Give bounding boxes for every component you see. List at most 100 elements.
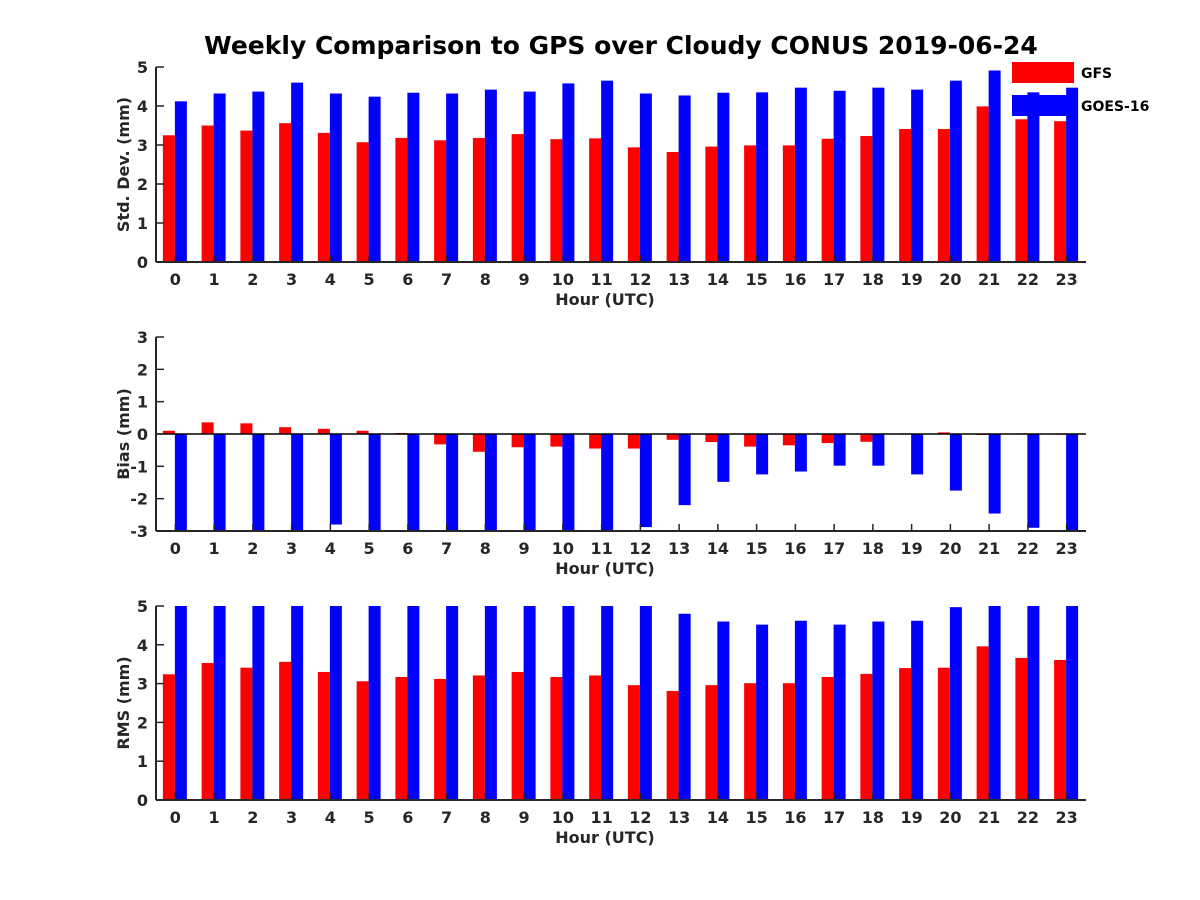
chart-title: Weekly Comparison to GPS over Cloudy CON… <box>204 31 1038 60</box>
bar-gfs-20 <box>937 667 950 800</box>
y-tick-label: 1 <box>137 214 148 233</box>
bar-gfs-18 <box>860 673 873 800</box>
bar-gfs-8 <box>472 434 485 452</box>
bar-goes-16-1 <box>213 434 226 531</box>
x-tick-label: 23 <box>1055 808 1077 827</box>
bar-gfs-6 <box>395 137 408 262</box>
bar-gfs-19 <box>899 129 912 262</box>
bar-goes-16-0 <box>174 606 187 800</box>
bar-gfs-9 <box>511 134 524 262</box>
x-tick-label: 0 <box>170 270 181 289</box>
bar-gfs-9 <box>511 671 524 800</box>
x-tick-label: 2 <box>247 270 258 289</box>
x-tick-label: 5 <box>364 270 375 289</box>
bar-gfs-11 <box>589 434 602 449</box>
bar-gfs-23 <box>1054 659 1067 800</box>
bar-gfs-16 <box>782 434 795 446</box>
legend-swatch-gfs <box>1012 62 1074 83</box>
bar-gfs-0 <box>162 674 175 800</box>
x-tick-label: 15 <box>745 270 767 289</box>
bar-goes-16-20 <box>949 80 962 263</box>
legend: GFS GOES-16 <box>1012 62 1149 116</box>
bar-goes-16-4 <box>329 606 342 800</box>
y-tick-label: 0 <box>137 791 148 810</box>
y-tick-label: 4 <box>137 636 148 655</box>
bar-goes-16-7 <box>446 606 459 800</box>
bar-gfs-13 <box>666 690 679 800</box>
bar-goes-16-19 <box>911 89 924 263</box>
x-tick-label: 4 <box>325 539 336 558</box>
x-tick-label: 21 <box>978 539 1000 558</box>
bar-gfs-4 <box>317 671 330 800</box>
y-tick-label: 1 <box>137 393 148 412</box>
bar-gfs-1 <box>201 422 214 434</box>
y-tick-label: 5 <box>137 597 148 616</box>
y-tick-label: -1 <box>130 457 148 476</box>
x-tick-label: 12 <box>629 270 651 289</box>
bar-gfs-12 <box>627 685 640 800</box>
bar-goes-16-0 <box>174 101 187 262</box>
bar-goes-16-11 <box>601 606 614 800</box>
x-tick-label: 21 <box>978 808 1000 827</box>
x-tick-label: 4 <box>325 808 336 827</box>
bar-goes-16-23 <box>1066 87 1079 262</box>
x-tick-label: 8 <box>480 808 491 827</box>
x-tick-label: 11 <box>590 539 612 558</box>
bar-gfs-13 <box>666 434 679 440</box>
x-tick-label: 4 <box>325 270 336 289</box>
x-tick-label: 17 <box>823 270 845 289</box>
bar-gfs-3 <box>279 123 292 262</box>
x-tick-label: 12 <box>629 539 651 558</box>
bar-gfs-11 <box>589 675 602 800</box>
x-tick-label: 1 <box>209 539 220 558</box>
bar-gfs-14 <box>705 685 718 800</box>
bar-gfs-10 <box>550 677 563 800</box>
x-axis-label: Hour (UTC) <box>555 290 655 309</box>
bar-gfs-20 <box>937 432 950 434</box>
bar-gfs-0 <box>162 135 175 262</box>
x-tick-label: 3 <box>286 808 297 827</box>
bar-gfs-9 <box>511 434 524 448</box>
bar-goes-16-10 <box>562 434 575 531</box>
bar-goes-16-13 <box>678 95 691 262</box>
x-tick-label: 2 <box>247 539 258 558</box>
x-tick-label: 20 <box>939 539 961 558</box>
x-tick-label: 11 <box>590 270 612 289</box>
bar-gfs-12 <box>627 147 640 262</box>
bar-gfs-0 <box>162 430 175 434</box>
x-tick-label: 1 <box>209 808 220 827</box>
bar-gfs-5 <box>356 681 369 800</box>
bar-goes-16-5 <box>368 434 381 531</box>
bar-goes-16-22 <box>1027 606 1040 800</box>
bar-goes-16-4 <box>329 93 342 263</box>
bar-goes-16-21 <box>988 70 1001 262</box>
bar-goes-16-21 <box>988 606 1001 800</box>
y-tick-label: 0 <box>137 425 148 444</box>
x-tick-label: 18 <box>862 539 884 558</box>
bar-gfs-15 <box>744 145 757 262</box>
bar-goes-16-9 <box>523 606 536 800</box>
x-tick-label: 6 <box>402 270 413 289</box>
x-tick-label: 16 <box>784 270 806 289</box>
bar-goes-16-15 <box>756 624 769 800</box>
y-tick-label: 3 <box>137 328 148 347</box>
bar-goes-16-2 <box>252 91 265 262</box>
x-tick-label: 10 <box>552 270 574 289</box>
x-tick-label: 7 <box>441 808 452 827</box>
bar-goes-16-10 <box>562 83 575 262</box>
x-tick-label: 23 <box>1055 539 1077 558</box>
x-tick-label: 22 <box>1017 539 1039 558</box>
bar-goes-16-13 <box>678 434 691 506</box>
y-tick-label: 2 <box>137 713 148 732</box>
y-tick-label: -2 <box>130 490 148 509</box>
x-tick-label: 0 <box>170 808 181 827</box>
x-tick-label: 13 <box>668 539 690 558</box>
x-tick-label: 17 <box>823 808 845 827</box>
y-tick-label: -3 <box>130 522 148 541</box>
x-tick-label: 20 <box>939 808 961 827</box>
bar-gfs-13 <box>666 152 679 262</box>
bar-goes-16-11 <box>601 80 614 263</box>
x-tick-label: 13 <box>668 270 690 289</box>
